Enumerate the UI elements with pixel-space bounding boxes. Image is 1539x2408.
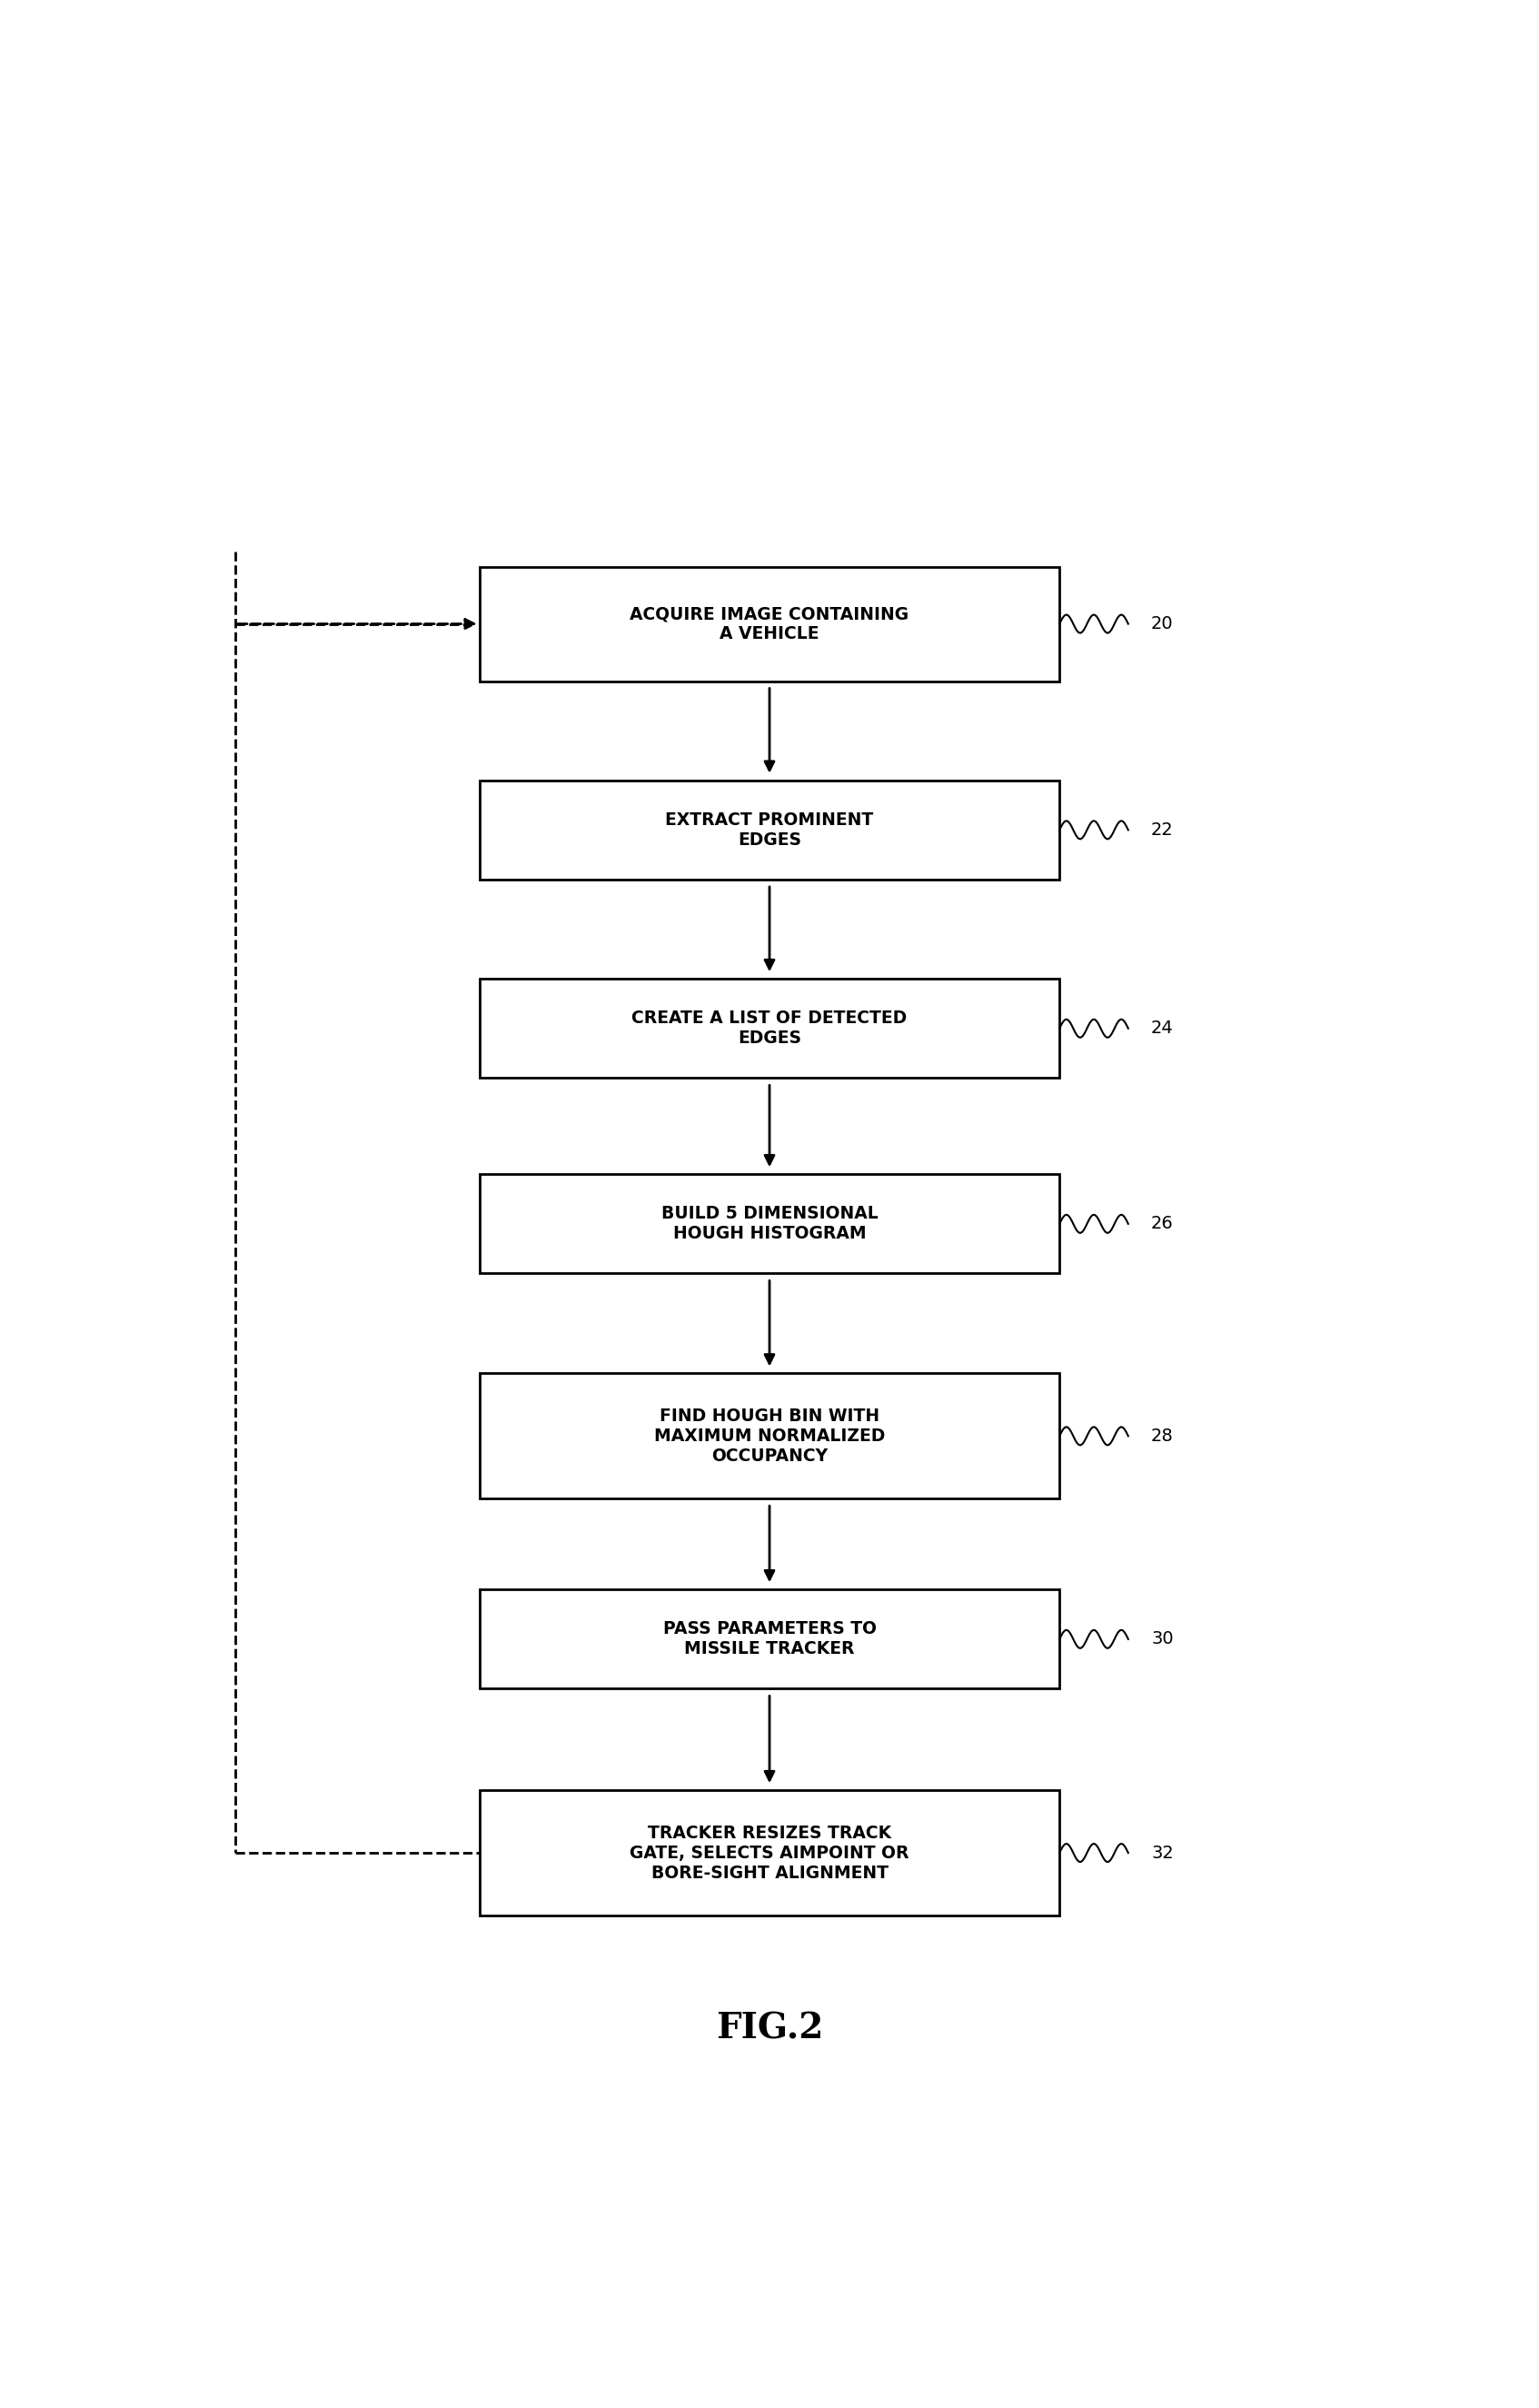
Text: PASS PARAMETERS TO
MISSILE TRACKER: PASS PARAMETERS TO MISSILE TRACKER [663, 1621, 876, 1657]
Text: 32: 32 [1151, 1845, 1174, 1861]
FancyBboxPatch shape [480, 1589, 1059, 1688]
FancyBboxPatch shape [480, 1373, 1059, 1498]
Text: 30: 30 [1151, 1630, 1173, 1647]
Text: CREATE A LIST OF DETECTED
EDGES: CREATE A LIST OF DETECTED EDGES [631, 1009, 908, 1047]
FancyBboxPatch shape [480, 780, 1059, 879]
Text: ACQUIRE IMAGE CONTAINING
A VEHICLE: ACQUIRE IMAGE CONTAINING A VEHICLE [629, 604, 910, 643]
Text: 20: 20 [1151, 614, 1173, 633]
Text: FIND HOUGH BIN WITH
MAXIMUM NORMALIZED
OCCUPANCY: FIND HOUGH BIN WITH MAXIMUM NORMALIZED O… [654, 1406, 885, 1464]
Text: BUILD 5 DIMENSIONAL
HOUGH HISTOGRAM: BUILD 5 DIMENSIONAL HOUGH HISTOGRAM [662, 1206, 877, 1243]
Text: FIG.2: FIG.2 [716, 2011, 823, 2047]
FancyBboxPatch shape [480, 1175, 1059, 1274]
Text: TRACKER RESIZES TRACK
GATE, SELECTS AIMPOINT OR
BORE-SIGHT ALIGNMENT: TRACKER RESIZES TRACK GATE, SELECTS AIMP… [629, 1825, 910, 1881]
FancyBboxPatch shape [480, 566, 1059, 681]
Text: 26: 26 [1151, 1216, 1174, 1233]
Text: 22: 22 [1151, 821, 1174, 838]
FancyBboxPatch shape [480, 978, 1059, 1079]
Text: 28: 28 [1151, 1428, 1174, 1445]
Text: 24: 24 [1151, 1021, 1174, 1038]
FancyBboxPatch shape [480, 1789, 1059, 1914]
Text: EXTRACT PROMINENT
EDGES: EXTRACT PROMINENT EDGES [665, 811, 874, 848]
